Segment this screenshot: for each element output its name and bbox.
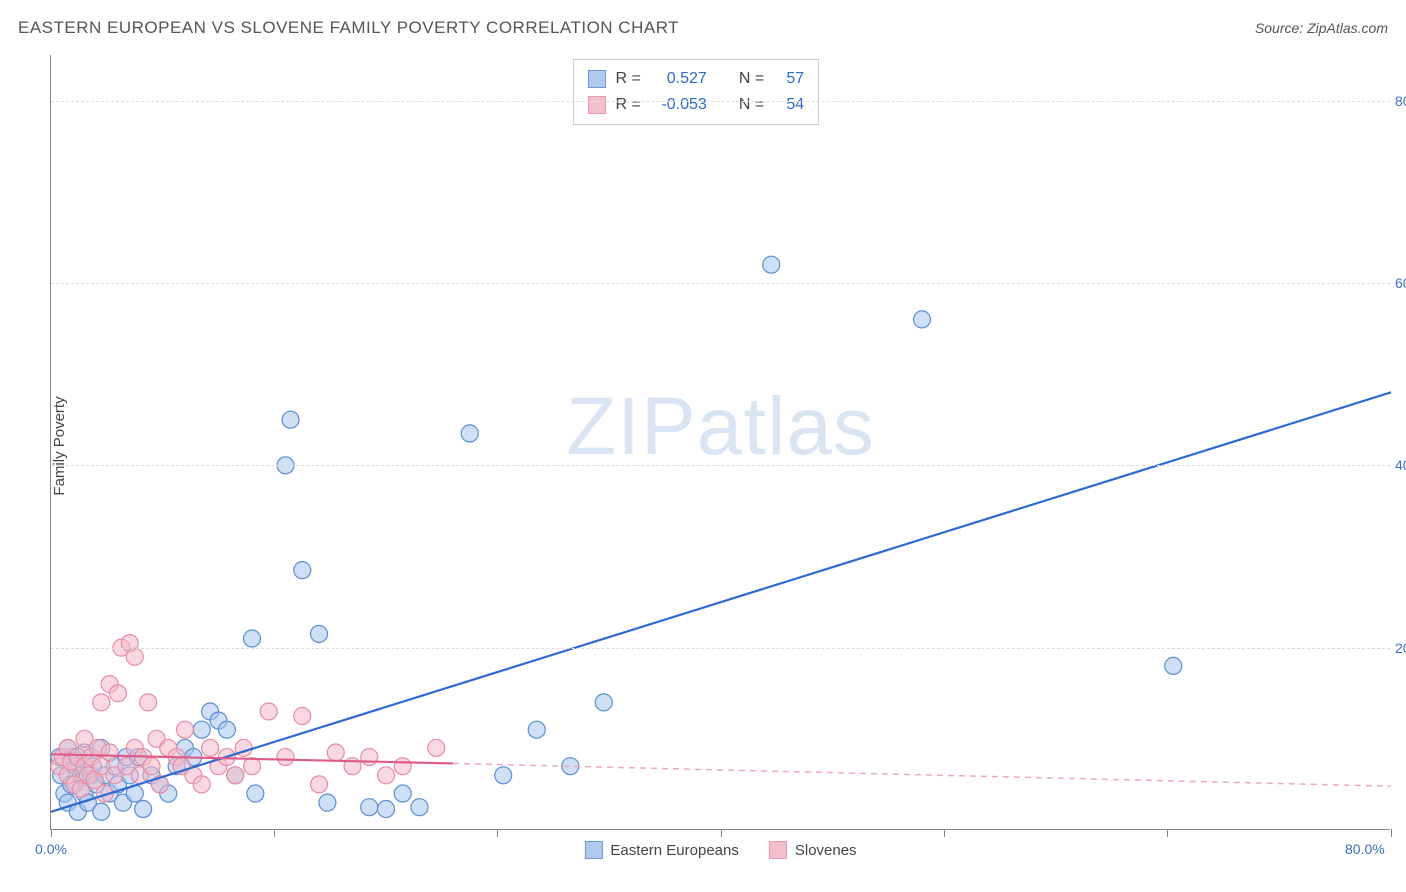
data-point (914, 311, 931, 328)
data-point (528, 721, 545, 738)
data-point (193, 776, 210, 793)
n-value-1: 57 (774, 66, 804, 92)
xtick (497, 829, 498, 837)
grid-line (51, 101, 1390, 102)
grid-line (51, 283, 1390, 284)
data-point (247, 785, 264, 802)
data-point (140, 694, 157, 711)
data-point (1165, 657, 1182, 674)
n-label-1: N = (739, 66, 764, 92)
legend-label-2: Slovenes (795, 842, 857, 859)
data-point (282, 411, 299, 428)
data-point (294, 708, 311, 725)
ytick-label: 20.0% (1395, 640, 1406, 656)
data-point (101, 744, 118, 761)
data-point (327, 744, 344, 761)
grid-line (51, 648, 1390, 649)
data-point (311, 776, 328, 793)
r-value-2: -0.053 (651, 92, 707, 118)
data-point (277, 749, 294, 766)
scatter-svg (51, 55, 1390, 829)
r-label-1: R = (615, 66, 640, 92)
data-point (227, 767, 244, 784)
data-point (126, 648, 143, 665)
data-point (394, 785, 411, 802)
xtick (1167, 829, 1168, 837)
data-point (193, 721, 210, 738)
data-point (110, 685, 127, 702)
xtick (944, 829, 945, 837)
data-point (93, 694, 110, 711)
data-point (361, 799, 378, 816)
chart-source: Source: ZipAtlas.com (1255, 20, 1388, 36)
data-point (361, 749, 378, 766)
data-point (244, 630, 261, 647)
ytick-label: 40.0% (1395, 457, 1406, 473)
data-point (394, 758, 411, 775)
n-value-2: 54 (774, 92, 804, 118)
legend-item-2: Slovenes (769, 841, 857, 859)
r-label-2: R = (615, 92, 640, 118)
stats-row-2: R = -0.053 N = 54 (587, 92, 804, 118)
data-point (763, 256, 780, 273)
ytick-label: 80.0% (1395, 93, 1406, 109)
n-label-2: N = (739, 92, 764, 118)
xtick-label-min: 0.0% (35, 841, 67, 857)
trend-line-2-dashed (453, 763, 1391, 786)
legend-swatch-2 (769, 841, 787, 859)
xtick (721, 829, 722, 837)
data-point (135, 801, 152, 818)
data-point (428, 739, 445, 756)
stats-row-1: R = 0.527 N = 57 (587, 66, 804, 92)
legend-label-1: Eastern Europeans (610, 842, 738, 859)
data-point (378, 767, 395, 784)
data-point (177, 721, 194, 738)
stats-box: R = 0.527 N = 57 R = -0.053 N = 54 (572, 59, 819, 125)
legend-bottom: Eastern Europeans Slovenes (584, 841, 856, 859)
data-point (294, 562, 311, 579)
data-point (319, 794, 336, 811)
data-point (311, 625, 328, 642)
chart-header: EASTERN EUROPEAN VS SLOVENE FAMILY POVER… (18, 18, 1388, 38)
xtick (51, 829, 52, 837)
legend-swatch-1 (584, 841, 602, 859)
data-point (260, 703, 277, 720)
data-point (461, 425, 478, 442)
trend-line-1 (51, 392, 1391, 811)
data-point (595, 694, 612, 711)
chart-title: EASTERN EUROPEAN VS SLOVENE FAMILY POVER… (18, 18, 679, 38)
data-point (411, 799, 428, 816)
swatch-series1 (587, 70, 605, 88)
xtick (274, 829, 275, 837)
data-point (378, 801, 395, 818)
data-point (143, 758, 160, 775)
ytick-label: 60.0% (1395, 275, 1406, 291)
data-point (202, 739, 219, 756)
data-point (93, 803, 110, 820)
swatch-series2 (587, 96, 605, 114)
legend-item-1: Eastern Europeans (584, 841, 738, 859)
xtick-label-max: 80.0% (1345, 841, 1395, 857)
data-point (495, 767, 512, 784)
xtick (1391, 829, 1392, 837)
plot-area: ZIPatlas R = 0.527 N = 57 R = -0.053 N =… (50, 55, 1390, 830)
data-point (218, 721, 235, 738)
data-point (244, 758, 261, 775)
grid-line (51, 465, 1390, 466)
r-value-1: 0.527 (651, 66, 707, 92)
